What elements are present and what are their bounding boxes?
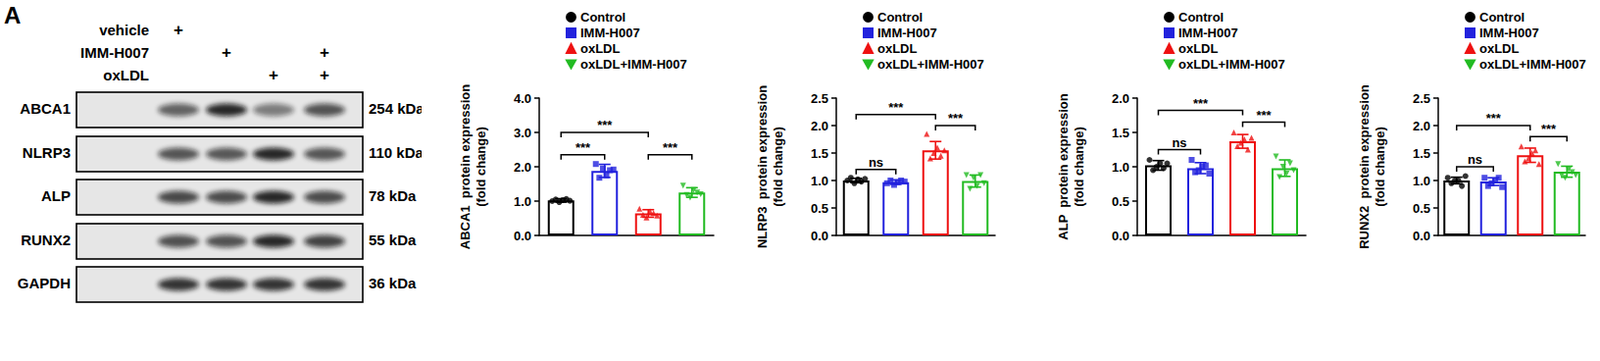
svg-text:2.5: 2.5 xyxy=(810,91,829,106)
svg-text:2.0: 2.0 xyxy=(1111,91,1130,106)
svg-text:(fold change): (fold change) xyxy=(1372,126,1388,207)
svg-text:oxLDL: oxLDL xyxy=(1178,41,1219,56)
svg-text:RUNX2 protein expression: RUNX2 protein expression xyxy=(1356,84,1372,250)
svg-text:Control: Control xyxy=(1479,9,1525,25)
svg-text:78 kDa: 78 kDa xyxy=(368,187,417,204)
svg-text:0.0: 0.0 xyxy=(513,228,532,244)
svg-text:IMM-H007: IMM-H007 xyxy=(580,25,641,41)
svg-text:Control: Control xyxy=(580,9,626,25)
svg-text:GAPDH: GAPDH xyxy=(17,274,71,292)
svg-text:1.5: 1.5 xyxy=(1412,146,1431,161)
svg-text:+: + xyxy=(268,65,279,85)
svg-text:oxLDL+IMM-H007: oxLDL+IMM-H007 xyxy=(1479,56,1587,72)
svg-text:ns: ns xyxy=(1171,135,1187,150)
svg-text:1.0: 1.0 xyxy=(1111,159,1130,175)
svg-text:1.0: 1.0 xyxy=(513,194,532,209)
svg-text:1.5: 1.5 xyxy=(1111,125,1130,141)
svg-text:NLRP3 protein expression: NLRP3 protein expression xyxy=(754,85,770,249)
svg-text:oxLDL: oxLDL xyxy=(1479,41,1520,56)
svg-text:55 kDa: 55 kDa xyxy=(368,231,417,249)
svg-text:2.5: 2.5 xyxy=(1412,91,1431,106)
svg-text:IMM-H007: IMM-H007 xyxy=(1178,25,1239,41)
svg-text:2.0: 2.0 xyxy=(1412,118,1431,134)
svg-text:IMM-H007: IMM-H007 xyxy=(1479,25,1540,41)
svg-text:(fold change): (fold change) xyxy=(1071,126,1087,207)
svg-text:A: A xyxy=(3,1,21,29)
svg-text:0.5: 0.5 xyxy=(1111,194,1130,209)
svg-text:oxLDL: oxLDL xyxy=(877,41,918,56)
svg-text:1.5: 1.5 xyxy=(810,146,829,161)
svg-text:oxLDL+IMM-H007: oxLDL+IMM-H007 xyxy=(1178,56,1286,72)
svg-text:254 kDa: 254 kDa xyxy=(368,100,422,117)
svg-text:vehicle: vehicle xyxy=(99,21,150,39)
svg-text:***: *** xyxy=(888,100,904,115)
svg-text:+: + xyxy=(221,43,232,62)
svg-text:ABCA1: ABCA1 xyxy=(19,100,71,117)
svg-text:2.0: 2.0 xyxy=(513,159,532,175)
svg-text:oxLDL: oxLDL xyxy=(102,66,150,84)
svg-text:110 kDa: 110 kDa xyxy=(368,144,422,161)
svg-text:***: *** xyxy=(662,140,679,155)
svg-text:oxLDL+IMM-H007: oxLDL+IMM-H007 xyxy=(877,56,985,72)
svg-text:0.5: 0.5 xyxy=(1412,200,1431,216)
svg-text:0.0: 0.0 xyxy=(1111,228,1130,244)
svg-text:(fold change): (fold change) xyxy=(473,126,489,207)
svg-text:1.0: 1.0 xyxy=(1412,173,1431,189)
svg-text:Control: Control xyxy=(1178,9,1224,25)
svg-text:ALP: ALP xyxy=(41,187,71,204)
svg-text:+: + xyxy=(319,43,330,62)
svg-text:***: *** xyxy=(575,140,592,155)
svg-text:4.0: 4.0 xyxy=(513,91,532,106)
svg-text:***: *** xyxy=(1193,96,1209,111)
svg-text:0.5: 0.5 xyxy=(810,200,829,216)
svg-text:NLRP3: NLRP3 xyxy=(22,144,71,161)
svg-text:ns: ns xyxy=(1467,151,1483,167)
svg-text:oxLDL+IMM-H007: oxLDL+IMM-H007 xyxy=(580,56,688,72)
svg-text:Control: Control xyxy=(877,9,923,25)
svg-text:***: *** xyxy=(1486,110,1502,126)
svg-text:2.0: 2.0 xyxy=(810,118,829,134)
svg-text:3.0: 3.0 xyxy=(513,125,532,141)
svg-text:+: + xyxy=(319,65,330,85)
svg-text:***: *** xyxy=(1541,121,1557,137)
svg-text:ABCA1 protein expression: ABCA1 protein expression xyxy=(457,84,473,250)
svg-text:RUNX2: RUNX2 xyxy=(20,231,71,249)
svg-text:36 kDa: 36 kDa xyxy=(368,274,417,292)
svg-text:***: *** xyxy=(597,117,613,133)
svg-text:IMM-H007: IMM-H007 xyxy=(80,44,150,61)
svg-text:ALP protein expression: ALP protein expression xyxy=(1055,93,1071,240)
svg-text:1.0: 1.0 xyxy=(810,173,829,189)
svg-text:oxLDL: oxLDL xyxy=(580,41,621,56)
svg-text:+: + xyxy=(173,20,184,40)
svg-text:***: *** xyxy=(948,110,964,126)
svg-text:0.0: 0.0 xyxy=(1412,228,1431,244)
svg-text:IMM-H007: IMM-H007 xyxy=(877,25,938,41)
svg-text:ns: ns xyxy=(868,154,884,170)
svg-text:0.0: 0.0 xyxy=(810,228,829,244)
svg-text:***: *** xyxy=(1255,107,1272,123)
svg-text:(fold change): (fold change) xyxy=(770,126,786,207)
